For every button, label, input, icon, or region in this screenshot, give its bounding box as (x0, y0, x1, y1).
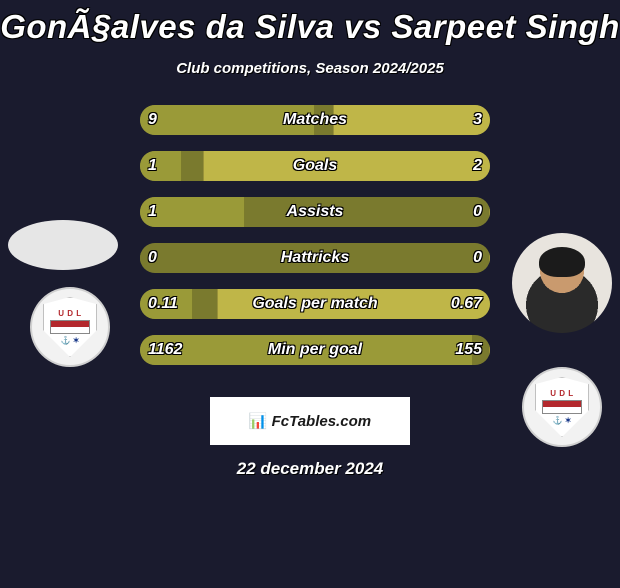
stat-row: 0.110.67Goals per match (140, 289, 490, 319)
stat-value-right: 155 (455, 335, 482, 365)
stat-row: 12Goals (140, 151, 490, 181)
stat-value-left: 0.11 (148, 289, 178, 319)
stat-value-right: 0 (473, 243, 482, 273)
bar-right-fill (489, 335, 490, 365)
chart-icon: 📊 (249, 412, 268, 430)
stat-value-right: 2 (473, 151, 482, 181)
watermark: 📊 FcTables.com (210, 397, 410, 445)
bar-left-fill (140, 335, 473, 365)
bar-track (140, 151, 490, 181)
page-title: GonÃ§alves da Silva vs Sarpeet Singh (0, 8, 620, 46)
stats-bars: 93Matches12Goals10Assists00Hattricks0.11… (140, 105, 490, 381)
stat-value-left: 1162 (148, 335, 182, 365)
bar-track (140, 105, 490, 135)
stat-value-left: 1 (148, 197, 157, 227)
subtitle: Club competitions, Season 2024/2025 (0, 60, 620, 77)
stat-row: 00Hattricks (140, 243, 490, 273)
bar-track (140, 335, 490, 365)
stat-row: 10Assists (140, 197, 490, 227)
stat-value-left: 1 (148, 151, 157, 181)
bar-left-fill (140, 105, 315, 135)
bar-left-fill (140, 151, 182, 181)
date-text: 22 december 2024 (0, 459, 620, 479)
bar-track (140, 197, 490, 227)
comparison-area: U D L ⚓ ✶ U D L ⚓ ✶ 93Matches12Goals10As… (0, 105, 620, 375)
bar-track (140, 243, 490, 273)
player-left-avatar (8, 220, 118, 270)
bar-right-fill (333, 105, 491, 135)
bar-right-fill (489, 197, 490, 227)
badge-text-right: U D L (550, 389, 573, 398)
bar-track (140, 289, 490, 319)
watermark-text: FcTables.com (272, 413, 371, 430)
bar-right-fill (217, 289, 490, 319)
stat-value-left: 0 (148, 243, 157, 273)
stat-value-right: 0 (473, 197, 482, 227)
stat-row: 1162155Min per goal (140, 335, 490, 365)
club-badge-right: U D L ⚓ ✶ (522, 367, 602, 447)
bar-left-fill (140, 243, 141, 273)
stat-value-left: 9 (148, 105, 157, 135)
stat-row: 93Matches (140, 105, 490, 135)
club-badge-left: U D L ⚓ ✶ (30, 287, 110, 367)
bar-right-fill (489, 243, 490, 273)
player-right-avatar (512, 233, 612, 333)
stat-value-right: 0.67 (451, 289, 482, 319)
stat-value-right: 3 (473, 105, 482, 135)
badge-text-left: U D L (58, 309, 81, 318)
bar-right-fill (203, 151, 490, 181)
